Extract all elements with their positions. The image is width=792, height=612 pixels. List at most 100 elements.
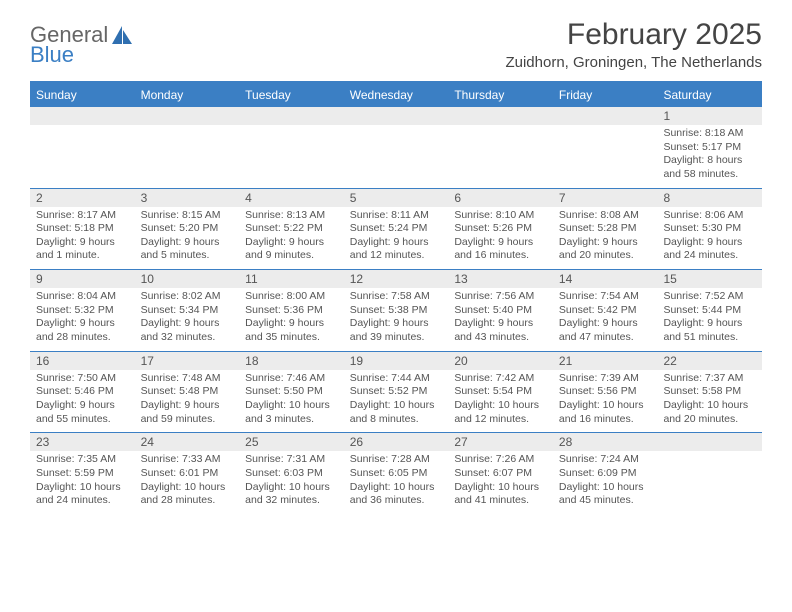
sunset-text: Sunset: 5:24 PM (350, 222, 443, 236)
sunrise-text: Sunrise: 7:56 AM (454, 290, 547, 304)
sunset-text: Sunset: 5:56 PM (559, 385, 652, 399)
daylight-text: Daylight: 9 hours and 5 minutes. (141, 236, 234, 263)
sunrise-text: Sunrise: 7:28 AM (350, 453, 443, 467)
day-cell (553, 107, 658, 188)
month-title: February 2025 (505, 18, 762, 52)
day-cell: 3Sunrise: 8:15 AMSunset: 5:20 PMDaylight… (135, 189, 240, 270)
day-cell (135, 107, 240, 188)
day-cell: 12 Sunrise: 7:58 AMSunset: 5:38 PMDayligh… (344, 270, 449, 351)
week-row: 1Sunrise: 8:18 AMSunset: 5:17 PMDaylight… (30, 107, 762, 189)
daylight-text: Daylight: 9 hours and 55 minutes. (36, 399, 129, 426)
sunrise-text: Sunrise: 8:15 AM (141, 209, 234, 223)
sunrise-text: Sunrise: 7:37 AM (663, 372, 756, 386)
date-number: 10 (135, 270, 240, 288)
date-number: 4 (239, 189, 344, 207)
sunrise-text: Sunrise: 7:24 AM (559, 453, 652, 467)
day-cell (344, 107, 449, 188)
sunrise-text: Sunrise: 7:26 AM (454, 453, 547, 467)
daylight-text: Daylight: 9 hours and 28 minutes. (36, 317, 129, 344)
sunrise-text: Sunrise: 7:44 AM (350, 372, 443, 386)
date-number: 19 (344, 352, 449, 370)
sunset-text: Sunset: 6:09 PM (559, 467, 652, 481)
sunset-text: Sunset: 5:40 PM (454, 304, 547, 318)
day-detail: Sunrise: 8:00 AMSunset: 5:36 PMDaylight:… (239, 290, 344, 345)
day-cell: 10Sunrise: 8:02 AMSunset: 5:34 PMDayligh… (135, 270, 240, 351)
day-cell: 16Sunrise: 7:50 AMSunset: 5:46 PMDayligh… (30, 352, 135, 433)
sunrise-text: Sunrise: 8:06 AM (663, 209, 756, 223)
dow-saturday: Saturday (657, 83, 762, 107)
daylight-text: Daylight: 10 hours and 41 minutes. (454, 481, 547, 508)
day-cell (657, 433, 762, 514)
day-cell: 19 Sunrise: 7:44 AMSunset: 5:52 PMDayligh… (344, 352, 449, 433)
daylight-text: Daylight: 9 hours and 1 minute. (36, 236, 129, 263)
title-block: February 2025 Zuidhorn, Groningen, The N… (505, 18, 762, 71)
day-detail: Sunrise: 7:33 AMSunset: 6:01 PMDaylight:… (135, 453, 240, 508)
sunrise-text: Sunrise: 7:42 AM (454, 372, 547, 386)
day-cell: 2Sunrise: 8:17 AMSunset: 5:18 PMDaylight… (30, 189, 135, 270)
sunrise-text: Sunrise: 8:00 AM (245, 290, 338, 304)
day-cell: 26Sunrise: 7:28 AMSunset: 6:05 PMDayligh… (344, 433, 449, 514)
sunrise-text: Sunrise: 8:10 AM (454, 209, 547, 223)
daylight-text: Daylight: 10 hours and 24 minutes. (36, 481, 129, 508)
date-number (553, 107, 658, 125)
date-number: 28 (553, 433, 658, 451)
daylight-text: Daylight: 9 hours and 51 minutes. (663, 317, 756, 344)
day-cell (30, 107, 135, 188)
date-number: 24 (135, 433, 240, 451)
day-detail: Sunrise: 8:17 AMSunset: 5:18 PMDaylight:… (30, 209, 135, 264)
day-cell: 6Sunrise: 8:10 AMSunset: 5:26 PMDaylight… (448, 189, 553, 270)
day-detail: Sunrise: 7:56 AMSunset: 5:40 PMDaylight:… (448, 290, 553, 345)
date-number: 9 (30, 270, 135, 288)
day-cell: 25Sunrise: 7:31 AMSunset: 6:03 PMDayligh… (239, 433, 344, 514)
date-number: 11 (239, 270, 344, 288)
day-of-week-row: Sunday Monday Tuesday Wednesday Thursday… (30, 83, 762, 107)
daylight-text: Daylight: 9 hours and 47 minutes. (559, 317, 652, 344)
date-number (135, 107, 240, 125)
day-cell: 14Sunrise: 7:54 AMSunset: 5:42 PMDayligh… (553, 270, 658, 351)
day-detail: Sunrise: 7:50 AMSunset: 5:46 PMDaylight:… (30, 372, 135, 427)
sunrise-text: Sunrise: 7:31 AM (245, 453, 338, 467)
day-cell: 27Sunrise: 7:26 AMSunset: 6:07 PMDayligh… (448, 433, 553, 514)
day-detail: Sunrise: 8:13 AMSunset: 5:22 PMDaylight:… (239, 209, 344, 264)
day-detail: Sunrise: 7:42 AMSunset: 5:54 PMDaylight:… (448, 372, 553, 427)
day-cell: 23Sunrise: 7:35 AMSunset: 5:59 PMDayligh… (30, 433, 135, 514)
day-cell: 18Sunrise: 7:46 AMSunset: 5:50 PMDayligh… (239, 352, 344, 433)
daylight-text: Daylight: 9 hours and 20 minutes. (559, 236, 652, 263)
day-detail: Sunrise: 7:24 AMSunset: 6:09 PMDaylight:… (553, 453, 658, 508)
header: General Blue February 2025 Zuidhorn, Gro… (30, 18, 762, 71)
date-number (344, 107, 449, 125)
sunset-text: Sunset: 5:46 PM (36, 385, 129, 399)
day-cell (448, 107, 553, 188)
dow-wednesday: Wednesday (344, 83, 449, 107)
day-cell: 7Sunrise: 8:08 AMSunset: 5:28 PMDaylight… (553, 189, 658, 270)
day-detail: Sunrise: 7:44 AMSunset: 5:52 PMDaylight:… (344, 372, 449, 427)
daylight-text: Daylight: 9 hours and 12 minutes. (350, 236, 443, 263)
day-detail: Sunrise: 7:52 AMSunset: 5:44 PMDaylight:… (657, 290, 762, 345)
day-cell: 1Sunrise: 8:18 AMSunset: 5:17 PMDaylight… (657, 107, 762, 188)
date-number: 5 (344, 189, 449, 207)
day-detail: Sunrise: 8:11 AMSunset: 5:24 PMDaylight:… (344, 209, 449, 264)
sunrise-text: Sunrise: 8:17 AM (36, 209, 129, 223)
sunset-text: Sunset: 5:22 PM (245, 222, 338, 236)
sunrise-text: Sunrise: 8:02 AM (141, 290, 234, 304)
day-cell: 28 Sunrise: 7:24 AMSunset: 6:09 PMDayligh… (553, 433, 658, 514)
sunrise-text: Sunrise: 8:11 AM (350, 209, 443, 223)
sunrise-text: Sunrise: 7:39 AM (559, 372, 652, 386)
day-cell: 17Sunrise: 7:48 AMSunset: 5:48 PMDayligh… (135, 352, 240, 433)
date-number: 12 (344, 270, 449, 288)
daylight-text: Daylight: 10 hours and 32 minutes. (245, 481, 338, 508)
daylight-text: Daylight: 10 hours and 36 minutes. (350, 481, 443, 508)
sunrise-text: Sunrise: 7:48 AM (141, 372, 234, 386)
sunset-text: Sunset: 5:18 PM (36, 222, 129, 236)
day-cell: 13Sunrise: 7:56 AMSunset: 5:40 PMDayligh… (448, 270, 553, 351)
sunrise-text: Sunrise: 8:13 AM (245, 209, 338, 223)
day-detail: Sunrise: 7:58 AMSunset: 5:38 PMDaylight:… (344, 290, 449, 345)
day-cell (239, 107, 344, 188)
week-row: 16Sunrise: 7:50 AMSunset: 5:46 PMDayligh… (30, 352, 762, 434)
sunset-text: Sunset: 6:01 PM (141, 467, 234, 481)
day-cell: 20Sunrise: 7:42 AMSunset: 5:54 PMDayligh… (448, 352, 553, 433)
sunset-text: Sunset: 5:50 PM (245, 385, 338, 399)
date-number: 18 (239, 352, 344, 370)
sunset-text: Sunset: 6:03 PM (245, 467, 338, 481)
daylight-text: Daylight: 8 hours and 58 minutes. (663, 154, 756, 181)
